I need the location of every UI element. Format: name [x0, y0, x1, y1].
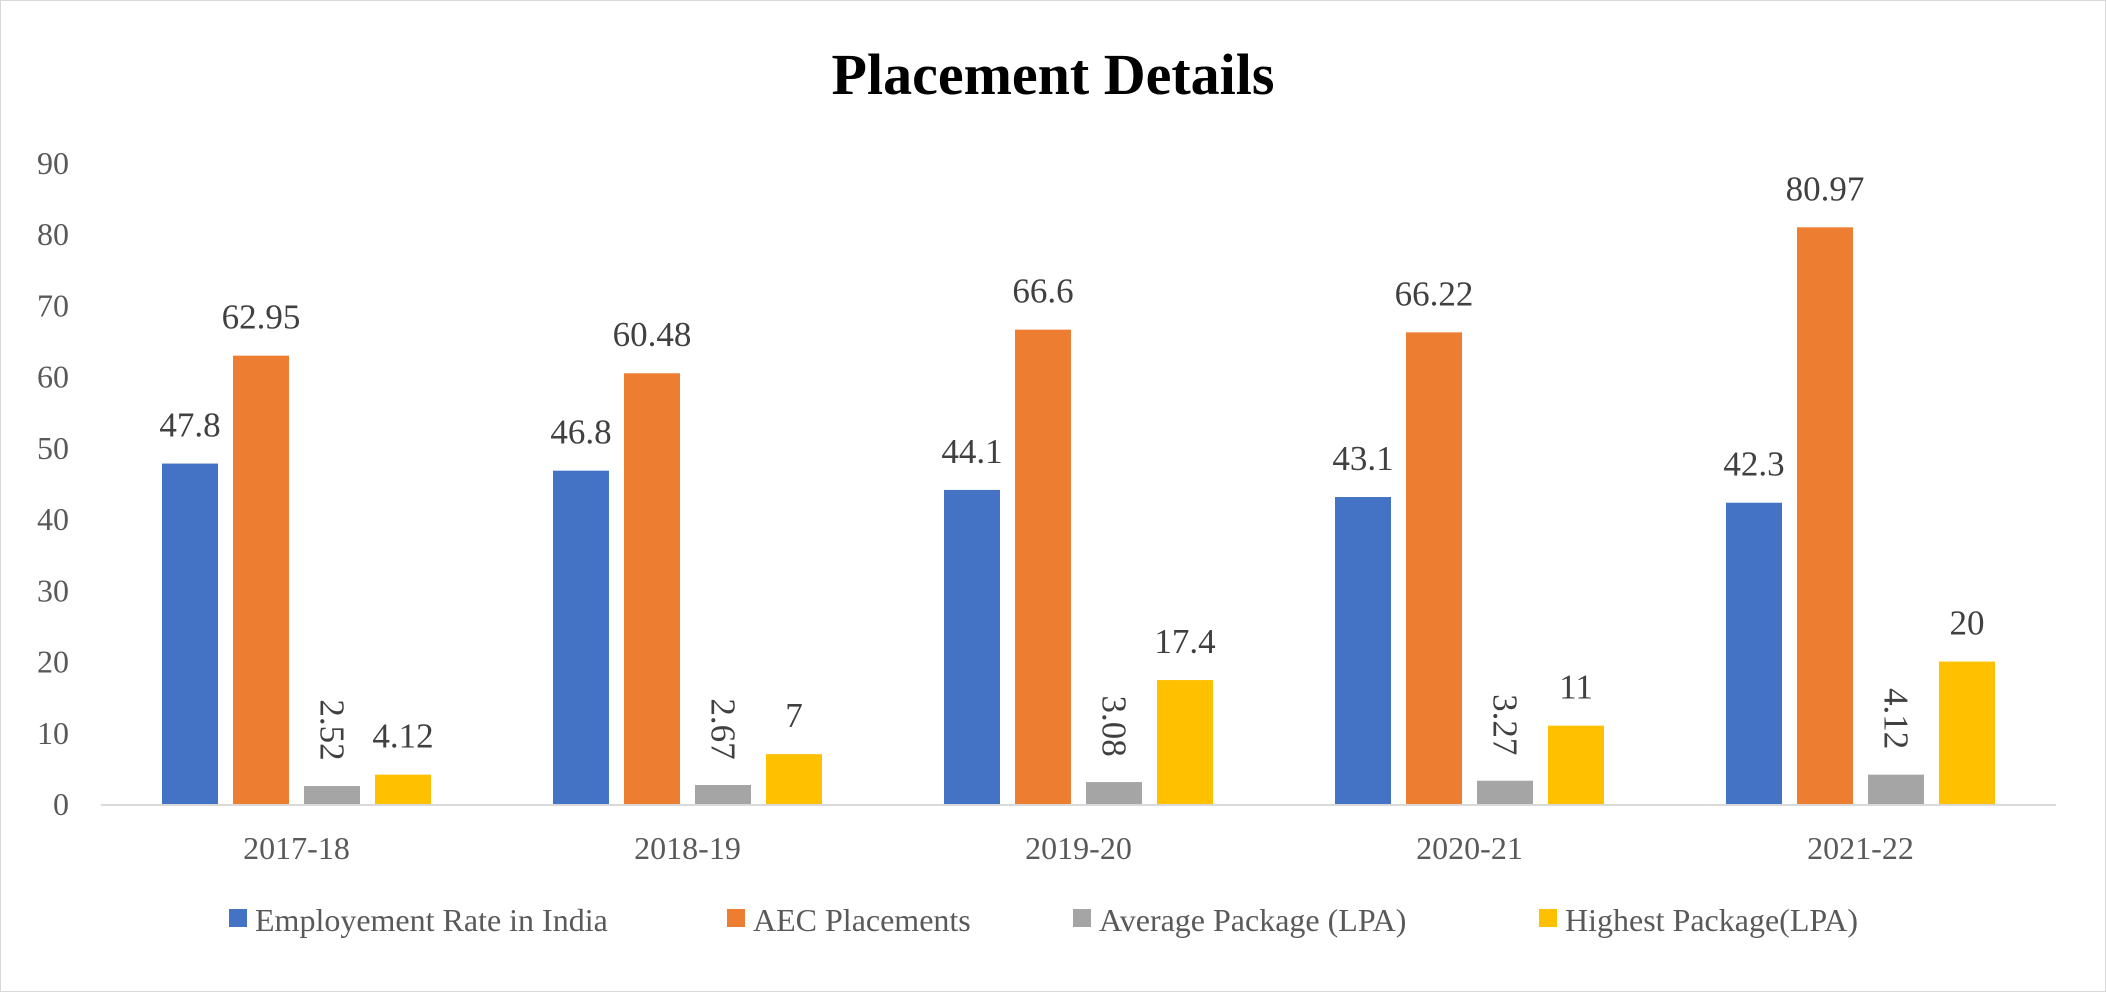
y-tick-label: 0 — [53, 786, 69, 822]
bar — [1015, 329, 1071, 804]
x-tick-label: 2020-21 — [1416, 830, 1523, 866]
bar — [1868, 774, 1924, 804]
bar — [553, 470, 609, 804]
y-tick-label: 20 — [37, 644, 69, 680]
data-label: 11 — [1559, 668, 1593, 707]
bar — [1726, 502, 1782, 804]
bar — [375, 774, 431, 804]
data-label: 43.1 — [1332, 439, 1393, 478]
bars-group — [162, 227, 1995, 804]
data-label: 66.22 — [1395, 274, 1474, 313]
bar — [1797, 227, 1853, 804]
bar — [233, 355, 289, 804]
bar — [1939, 661, 1995, 804]
legend-swatch — [229, 909, 247, 927]
data-label: 17.4 — [1154, 622, 1215, 661]
data-label: 4.12 — [372, 717, 433, 756]
bar — [1335, 497, 1391, 804]
chart-title: Placement Details — [832, 42, 1275, 107]
x-axis: 2017-18 2018-19 2019-20 2020-21 2021-22 — [243, 830, 1914, 866]
data-label: 20 — [1950, 604, 1985, 643]
x-tick-label: 2017-18 — [243, 830, 350, 866]
y-tick-label: 30 — [37, 572, 69, 608]
legend-label: AEC Placements — [753, 902, 971, 938]
x-tick-label: 2019-20 — [1025, 830, 1132, 866]
bar — [1548, 725, 1604, 804]
data-label: 66.6 — [1012, 272, 1073, 311]
x-tick-label: 2018-19 — [634, 830, 741, 866]
bar — [624, 373, 680, 804]
legend-label: Highest Package(LPA) — [1565, 902, 1858, 938]
y-tick-label: 50 — [37, 430, 69, 466]
bar — [695, 784, 751, 804]
data-label: 3.27 — [1486, 694, 1525, 755]
data-label: 3.08 — [1095, 695, 1134, 756]
legend-label: Average Package (LPA) — [1099, 902, 1406, 938]
data-label: 4.12 — [1877, 688, 1916, 749]
y-tick-label: 60 — [37, 359, 69, 395]
y-tick-label: 90 — [37, 145, 69, 181]
legend-swatch — [1073, 909, 1091, 927]
legend-swatch — [1539, 909, 1557, 927]
data-label: 7 — [785, 696, 803, 735]
bar — [1157, 680, 1213, 804]
legend-label: Employement Rate in India — [255, 902, 608, 938]
data-label: 47.8 — [159, 406, 220, 445]
data-label: 46.8 — [550, 413, 611, 452]
bar — [1086, 782, 1142, 804]
bar — [766, 754, 822, 804]
y-axis: 0 10 20 30 40 50 60 70 80 90 — [37, 145, 69, 822]
y-tick-label: 40 — [37, 501, 69, 537]
data-labels-group: 47.8 62.95 2.52 4.12 46.8 60.48 2.67 7 44.1 66.6 3… — [159, 169, 1984, 760]
y-tick-label: 10 — [37, 715, 69, 751]
y-tick-label: 80 — [37, 216, 69, 252]
data-label: 44.1 — [941, 432, 1002, 471]
bar — [304, 786, 360, 804]
data-label: 60.48 — [613, 315, 692, 354]
legend-swatch — [727, 909, 745, 927]
bar — [1406, 332, 1462, 804]
data-label: 2.67 — [704, 698, 743, 759]
data-label: 2.52 — [313, 699, 352, 760]
data-label: 42.3 — [1723, 445, 1784, 484]
x-tick-label: 2021-22 — [1807, 830, 1914, 866]
bar — [162, 463, 218, 804]
bar — [944, 489, 1000, 804]
bar — [1477, 780, 1533, 804]
legend: Employement Rate in India AEC Placements A… — [229, 902, 1858, 938]
data-label: 62.95 — [222, 298, 301, 337]
y-tick-label: 70 — [37, 287, 69, 323]
data-label: 80.97 — [1786, 169, 1865, 208]
